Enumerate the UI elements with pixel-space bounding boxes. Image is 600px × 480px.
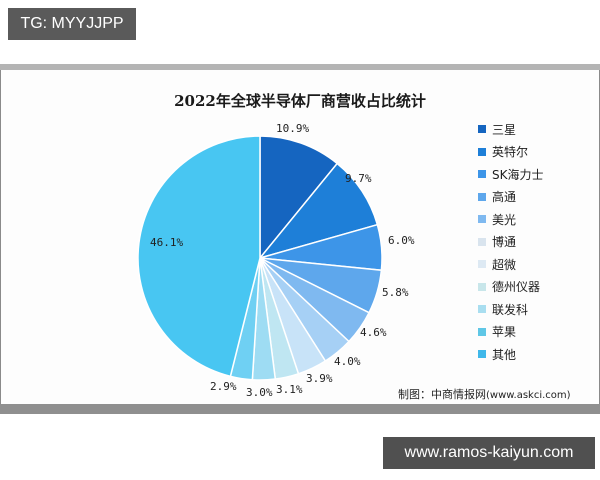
legend-swatch-icon — [478, 147, 486, 156]
pie-slice-label: 4.6% — [360, 326, 387, 339]
pie-slice-label: 9.7% — [345, 172, 372, 185]
chart-source: 制图：中商情报网(www.askci.com) — [398, 386, 571, 402]
legend-swatch-icon — [478, 192, 486, 201]
pie-slice — [257, 162, 379, 260]
legend-label: 苹果 — [492, 325, 517, 340]
tg-badge: TG: MYYJJPP — [8, 8, 136, 40]
legend-label: 博通 — [492, 235, 517, 250]
legend-swatch-icon — [478, 215, 486, 224]
legend-label: SK海力士 — [492, 167, 544, 182]
legend-item: 英特尔 — [478, 141, 544, 164]
pie-slice-label: 6.0% — [388, 234, 415, 247]
legend-item: 其他 — [478, 343, 544, 366]
legend-label: 德州仪器 — [492, 280, 541, 295]
legend-item: 博通 — [478, 231, 544, 254]
legend-item: 超微 — [478, 253, 544, 276]
legend-item: SK海力士 — [478, 163, 544, 186]
pie-slice-label: 3.9% — [306, 372, 333, 385]
legend-item: 苹果 — [478, 321, 544, 344]
pie-slice-label: 2.9% — [210, 380, 237, 393]
legend-item: 德州仪器 — [478, 276, 544, 299]
legend-swatch-icon — [478, 125, 486, 134]
legend-label: 其他 — [492, 347, 517, 362]
legend-label: 联发科 — [492, 302, 529, 317]
chart-frame-top-border — [0, 64, 600, 70]
pie-slice-label: 10.9% — [276, 122, 310, 135]
legend-swatch-icon — [478, 305, 486, 314]
source-prefix: 制图：中商情报网 — [398, 388, 486, 401]
legend-swatch-icon — [478, 170, 486, 179]
pie-slice-label: 46.1% — [150, 236, 184, 249]
legend-label: 超微 — [492, 257, 517, 272]
chart-legend: 三星英特尔 SK海力士高通美光博通超微德州仪器联发科苹果其他 — [478, 118, 544, 366]
pie-slice-label: 3.0% — [246, 386, 273, 399]
source-url: (www.askci.com) — [486, 390, 571, 401]
legend-item: 美光 — [478, 208, 544, 231]
chart-title: 2022年全球半导体厂商营收占比统计 — [174, 92, 426, 110]
legend-swatch-icon — [478, 282, 486, 291]
legend-swatch-icon — [478, 350, 486, 359]
pie-slice — [259, 135, 339, 261]
legend-item: 三星 — [478, 118, 544, 141]
legend-label: 三星 — [492, 122, 517, 137]
legend-label: 美光 — [492, 212, 517, 227]
legend-item: 联发科 — [478, 298, 544, 321]
legend-label: 英特尔 — [492, 145, 529, 160]
legend-swatch-icon — [478, 327, 486, 336]
legend-swatch-icon — [478, 237, 486, 246]
chart-frame-bottom-border — [0, 404, 600, 414]
pie-slice-label: 3.1% — [276, 383, 303, 396]
legend-label: 高通 — [492, 190, 517, 205]
legend-swatch-icon — [478, 260, 486, 269]
legend-item: 高通 — [478, 186, 544, 209]
pie-slice-label: 5.8% — [382, 286, 409, 299]
site-url-badge: www.ramos-kaiyun.com — [383, 437, 595, 469]
pie-slice-label: 4.0% — [334, 355, 361, 368]
pie-slice — [137, 135, 261, 378]
